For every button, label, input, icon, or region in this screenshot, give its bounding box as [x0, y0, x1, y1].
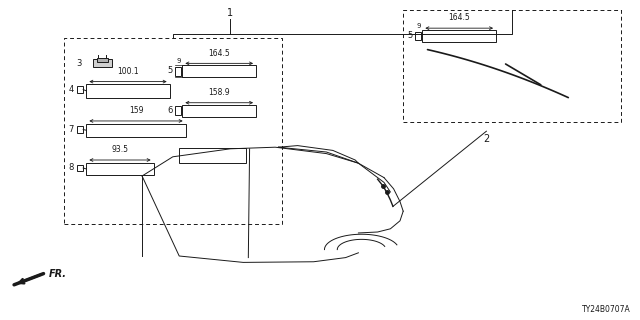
Text: 3: 3 [77, 60, 82, 68]
Text: FR.: FR. [49, 268, 67, 279]
Text: 93.5: 93.5 [111, 145, 129, 154]
Text: 158.9: 158.9 [209, 88, 230, 97]
Bar [422, 30, 496, 42]
FancyBboxPatch shape [97, 58, 108, 62]
Text: 9: 9 [416, 23, 421, 29]
Text: 6: 6 [168, 106, 173, 115]
Text: 1: 1 [227, 8, 234, 18]
Bar [86, 163, 154, 175]
Bar [175, 107, 181, 115]
Bar [86, 84, 170, 98]
Bar [77, 86, 83, 93]
Text: 7: 7 [68, 125, 74, 134]
Text: 159: 159 [129, 106, 143, 115]
Bar [77, 126, 83, 133]
Text: 5: 5 [168, 66, 173, 75]
Text: 164.5: 164.5 [449, 13, 470, 22]
Text: 2: 2 [483, 134, 490, 144]
Bar [182, 105, 256, 117]
Text: 5: 5 [408, 31, 413, 40]
Text: 4: 4 [68, 85, 74, 94]
Text: 9: 9 [176, 58, 181, 64]
Text: 8: 8 [68, 164, 74, 172]
Bar [415, 32, 421, 40]
Bar [77, 165, 83, 171]
Text: 100.1: 100.1 [117, 67, 139, 76]
Bar [182, 65, 256, 77]
Text: 164.5: 164.5 [209, 49, 230, 58]
FancyBboxPatch shape [93, 59, 112, 67]
Bar [86, 124, 186, 137]
Text: TY24B0707A: TY24B0707A [582, 305, 630, 314]
Bar [179, 148, 246, 163]
Bar [175, 67, 181, 76]
